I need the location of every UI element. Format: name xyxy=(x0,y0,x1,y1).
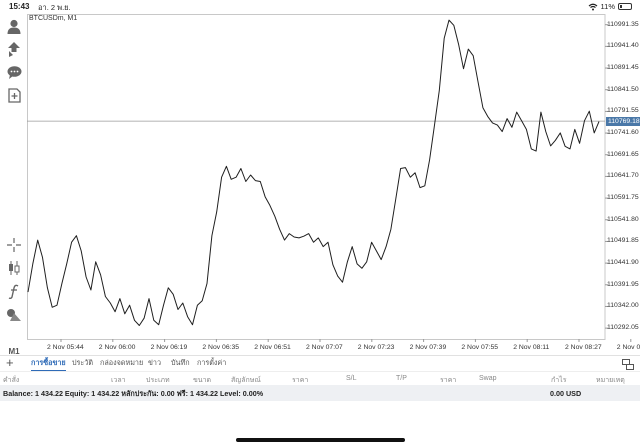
price-tick-label: 110292.05 xyxy=(607,324,639,332)
account-icon[interactable] xyxy=(4,16,24,36)
col-type: ประเภท xyxy=(146,377,170,384)
price-series-line xyxy=(27,19,600,326)
new-order-button[interactable]: + xyxy=(6,355,14,370)
balance-summary: Balance: 1 434.22 Equity: 1 434.22 หลักป… xyxy=(3,389,264,398)
tab-trade[interactable]: การซื้อขาย xyxy=(31,358,66,372)
function-icon[interactable] xyxy=(4,281,24,301)
battery-percent: 11% xyxy=(600,2,615,11)
current-price-tag: 110769.18 xyxy=(606,116,640,126)
balance-bar: Balance: 1 434.22 Equity: 1 434.22 หลักป… xyxy=(0,385,640,401)
chart-toolbar: M1 xyxy=(0,14,27,356)
time-tick-label: 2 Nov 06:19 xyxy=(150,344,188,351)
tab-settings[interactable]: การตั้งค่า xyxy=(197,358,227,367)
time-tick-label: 2 Nov 08:11 xyxy=(513,344,550,351)
price-tick-label: 110491.85 xyxy=(607,237,639,245)
status-right: 11% xyxy=(588,2,632,11)
col-profit: กำไร xyxy=(551,377,567,384)
time-tick-label: 2 Nov 07:55 xyxy=(461,344,499,351)
timeframe-button[interactable]: M1 xyxy=(8,347,20,356)
col-swap: Swap xyxy=(479,375,497,382)
candles-icon[interactable] xyxy=(4,258,24,278)
price-tick-label: 110941.40 xyxy=(607,42,639,50)
time-tick-label: 2 Nov 08:43 xyxy=(616,344,640,351)
chat-icon[interactable] xyxy=(4,62,24,82)
col-sl: S/L xyxy=(346,375,357,382)
orders-table-header: คำสั่ง เวลา ประเภท ขนาด สัญลักษณ์ ราคา S… xyxy=(0,371,640,384)
time-tick-label: 2 Nov 08:27 xyxy=(565,344,602,351)
add-document-icon[interactable] xyxy=(4,85,24,105)
col-order: คำสั่ง xyxy=(3,377,20,384)
col-price: ราคา xyxy=(292,377,309,384)
chart-symbol-label: BTCUSDm, M1 xyxy=(29,15,78,22)
terminal-tabs: + การซื้อขาย ประวัติ กล่องจดหมาย ข่าว บั… xyxy=(0,355,640,372)
col-symbol: สัญลักษณ์ xyxy=(231,377,261,384)
time-tick-label: 2 Nov 07:07 xyxy=(306,344,343,351)
price-tick-label: 110691.65 xyxy=(607,150,639,158)
price-tick-label: 110641.70 xyxy=(607,172,639,180)
status-time: 15:43 xyxy=(9,2,30,11)
time-tick-label: 2 Nov 05:44 xyxy=(47,344,84,351)
col-time: เวลา xyxy=(111,377,126,384)
price-tick-label: 110841.50 xyxy=(607,85,639,93)
price-tick-label: 110342.00 xyxy=(607,302,639,310)
time-tick-label: 2 Nov 06:35 xyxy=(202,344,240,351)
price-tick-label: 110591.75 xyxy=(607,194,639,202)
col-tp: T/P xyxy=(396,375,407,382)
tab-journal[interactable]: บันทึก xyxy=(171,358,190,367)
col-volume: ขนาด xyxy=(193,377,212,384)
total-profit: 0.00 USD xyxy=(550,389,582,398)
price-tick-label: 110741.60 xyxy=(607,129,639,137)
time-tick-label: 2 Nov 06:00 xyxy=(98,344,136,351)
price-tick-label: 110391.95 xyxy=(607,280,639,288)
battery-icon xyxy=(618,3,632,10)
price-tick-label: 110441.90 xyxy=(607,259,639,267)
status-date: อา. 2 พ.ย. xyxy=(38,3,71,12)
wifi-icon xyxy=(588,3,597,10)
home-indicator xyxy=(236,438,405,442)
col-current-price: ราคา xyxy=(440,377,457,384)
trade-icon[interactable] xyxy=(4,39,24,59)
expand-panel-icon[interactable] xyxy=(622,357,634,375)
tab-news[interactable]: ข่าว xyxy=(148,358,161,367)
chart-frame xyxy=(27,14,606,340)
time-tick-label: 2 Nov 07:23 xyxy=(357,344,395,351)
time-tick-label: 2 Nov 07:39 xyxy=(409,344,447,351)
price-tick-label: 110891.45 xyxy=(607,64,639,72)
price-tick-label: 110991.35 xyxy=(607,20,639,28)
objects-icon[interactable] xyxy=(4,305,24,325)
price-tick-label: 110541.80 xyxy=(607,215,639,223)
price-chart[interactable]: BTCUSDm, M1 110991.35 110941.40 110891.45 1… xyxy=(27,14,640,355)
time-tick-label: 2 Nov 06:51 xyxy=(254,344,291,351)
crosshair-icon[interactable] xyxy=(4,235,24,255)
tab-history[interactable]: ประวัติ xyxy=(72,358,93,367)
chart-canvas xyxy=(27,14,632,342)
status-bar: 15:43 อา. 2 พ.ย. 11% xyxy=(0,0,640,14)
col-comment: หมายเหตุ xyxy=(596,377,625,384)
tab-mailbox[interactable]: กล่องจดหมาย xyxy=(100,358,144,367)
price-tick-label: 110791.55 xyxy=(607,107,639,115)
